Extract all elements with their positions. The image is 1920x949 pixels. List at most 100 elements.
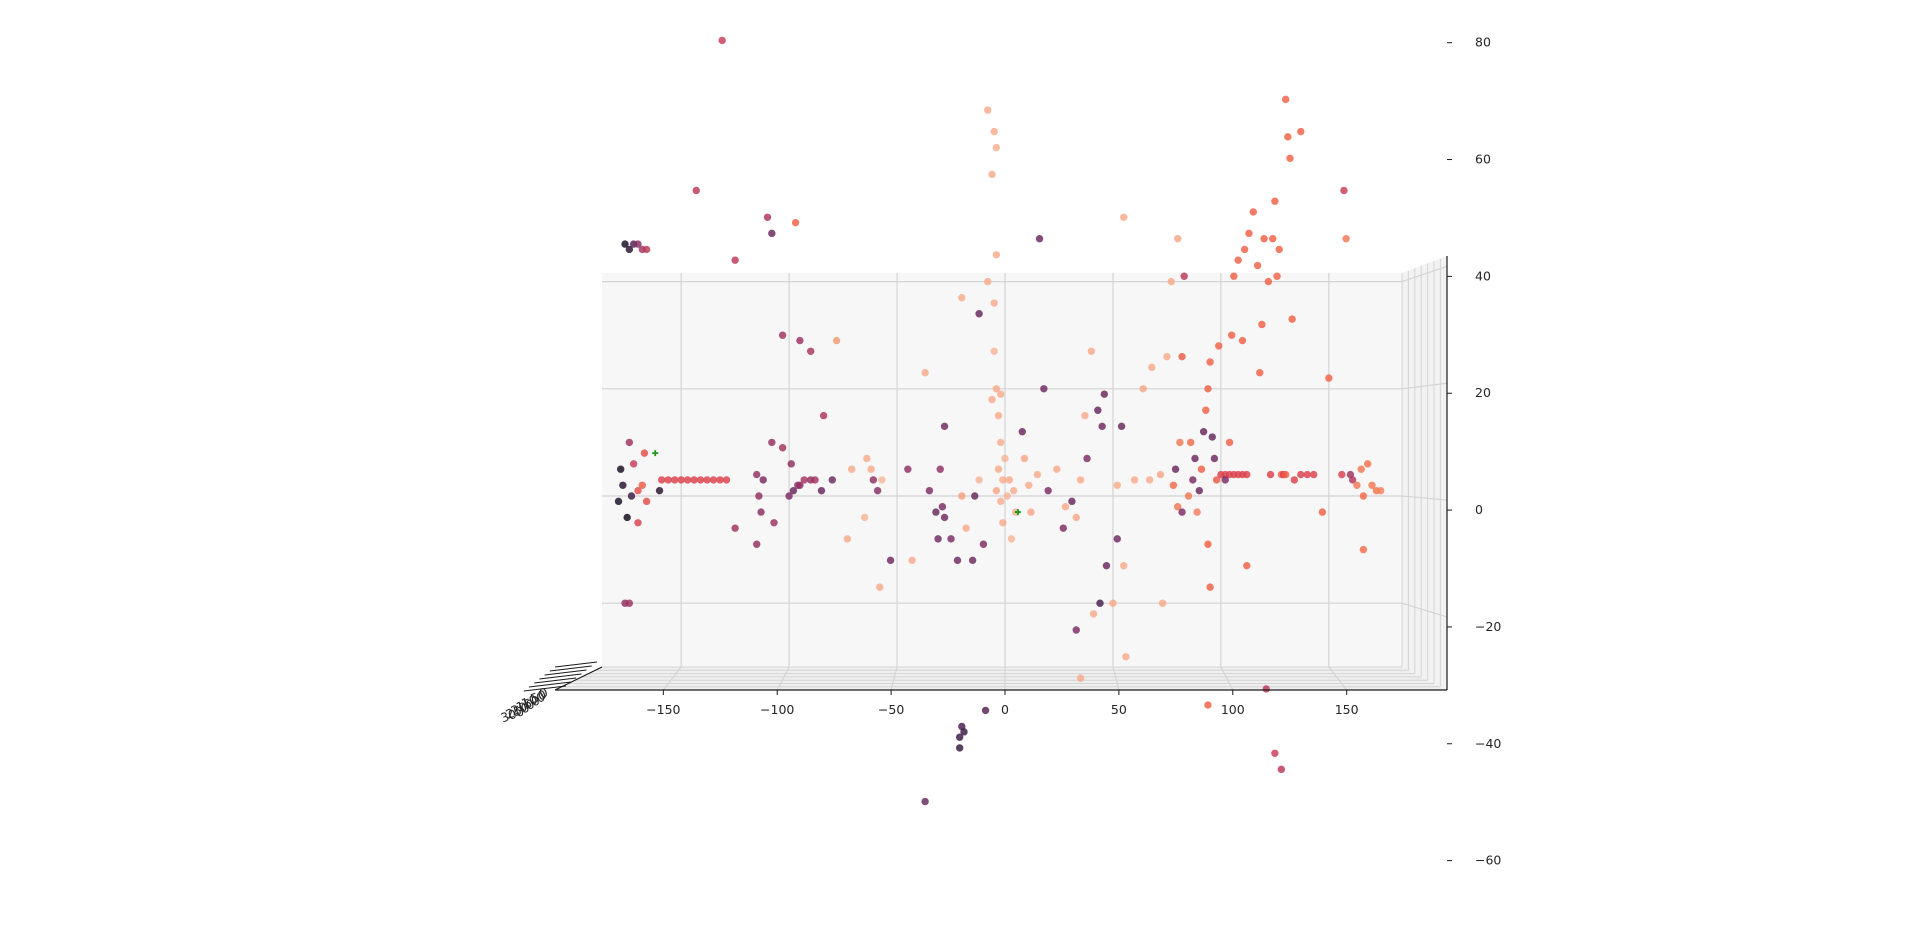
data-point — [1288, 315, 1296, 323]
data-point — [722, 476, 731, 484]
data-point — [996, 497, 1005, 506]
data-point — [1040, 385, 1048, 393]
data-point — [770, 519, 778, 527]
z-tick-label: −60 — [1475, 853, 1501, 868]
data-point — [1364, 460, 1372, 468]
data-point — [1171, 465, 1180, 473]
z-side-gridline — [1401, 265, 1448, 283]
data-point — [629, 460, 638, 468]
data-point — [962, 524, 970, 532]
data-point — [1180, 272, 1188, 280]
data-point — [975, 476, 983, 484]
z-side-gridline — [1401, 495, 1448, 501]
data-point — [992, 486, 1001, 495]
data-point — [1199, 427, 1208, 436]
data-point — [640, 449, 649, 457]
data-point — [1243, 470, 1251, 479]
data-point — [990, 299, 998, 307]
data-point — [1001, 454, 1009, 463]
data-point — [1206, 358, 1214, 366]
data-point — [1027, 508, 1035, 516]
data-point — [1269, 235, 1277, 243]
data-point — [936, 465, 944, 473]
data-point — [1245, 229, 1253, 238]
plus-marker — [652, 450, 659, 457]
depth-tick — [534, 677, 577, 684]
data-point — [796, 481, 804, 489]
z-tick-label: 0 — [1475, 502, 1483, 517]
data-point — [953, 556, 962, 565]
data-point — [755, 492, 763, 500]
data-point — [860, 513, 869, 522]
data-point — [1158, 599, 1167, 607]
data-point — [876, 583, 884, 591]
data-point — [616, 465, 625, 473]
data-point — [658, 476, 666, 484]
data-point — [621, 240, 629, 248]
data-point — [992, 385, 1001, 393]
data-point — [968, 556, 977, 565]
data-point — [634, 519, 642, 527]
data-point — [1357, 465, 1365, 473]
data-point — [1120, 213, 1128, 221]
data-point — [999, 519, 1007, 527]
data-point — [1204, 540, 1212, 548]
data-point — [921, 797, 929, 806]
data-point — [1072, 513, 1080, 522]
data-point — [1262, 685, 1270, 693]
data-point — [1174, 503, 1182, 511]
data-point — [1286, 154, 1294, 163]
data-point — [938, 503, 947, 511]
data-point — [806, 347, 815, 355]
data-point — [683, 476, 692, 484]
data-point — [981, 706, 990, 715]
data-point — [1264, 277, 1273, 286]
data-point — [960, 728, 968, 736]
data-point — [1195, 486, 1204, 495]
data-point — [1197, 465, 1206, 473]
depth-tick — [539, 673, 582, 680]
data-point — [988, 395, 996, 404]
data-point — [791, 218, 800, 227]
data-point — [1145, 476, 1154, 484]
data-point — [690, 476, 698, 484]
data-point — [994, 411, 1003, 420]
data-point — [670, 476, 679, 484]
axes — [523, 42, 1452, 862]
data-point — [655, 486, 664, 495]
data-point — [703, 476, 711, 484]
data-point — [1100, 390, 1109, 398]
data-point — [1109, 599, 1117, 607]
data-point — [1202, 406, 1210, 414]
data-point — [1189, 476, 1197, 484]
data-point — [1325, 374, 1333, 382]
data-points — [614, 36, 1385, 806]
data-point — [614, 497, 623, 506]
data-point — [1348, 476, 1357, 484]
data-point — [1227, 331, 1236, 339]
data-point — [1359, 492, 1368, 500]
z-tick-label: 80 — [1475, 35, 1491, 50]
data-point — [1238, 336, 1247, 345]
depth-tick — [554, 661, 598, 668]
data-point — [623, 513, 631, 522]
data-point — [692, 186, 700, 195]
data-point — [1081, 411, 1089, 420]
depth-tick — [528, 681, 572, 688]
data-point — [1020, 454, 1029, 463]
data-point — [642, 245, 651, 254]
z-tick-label: −40 — [1475, 736, 1501, 751]
data-point — [999, 476, 1007, 484]
data-point — [1018, 427, 1026, 436]
data-point — [1076, 476, 1085, 484]
data-point — [1178, 508, 1186, 516]
data-point — [1275, 245, 1283, 254]
data-point — [873, 486, 882, 495]
x-tick-label: 0 — [1001, 702, 1009, 717]
data-point — [1053, 465, 1061, 473]
data-point — [1007, 535, 1016, 543]
data-point — [992, 251, 1001, 259]
data-point — [979, 540, 988, 548]
data-point — [1163, 352, 1171, 361]
